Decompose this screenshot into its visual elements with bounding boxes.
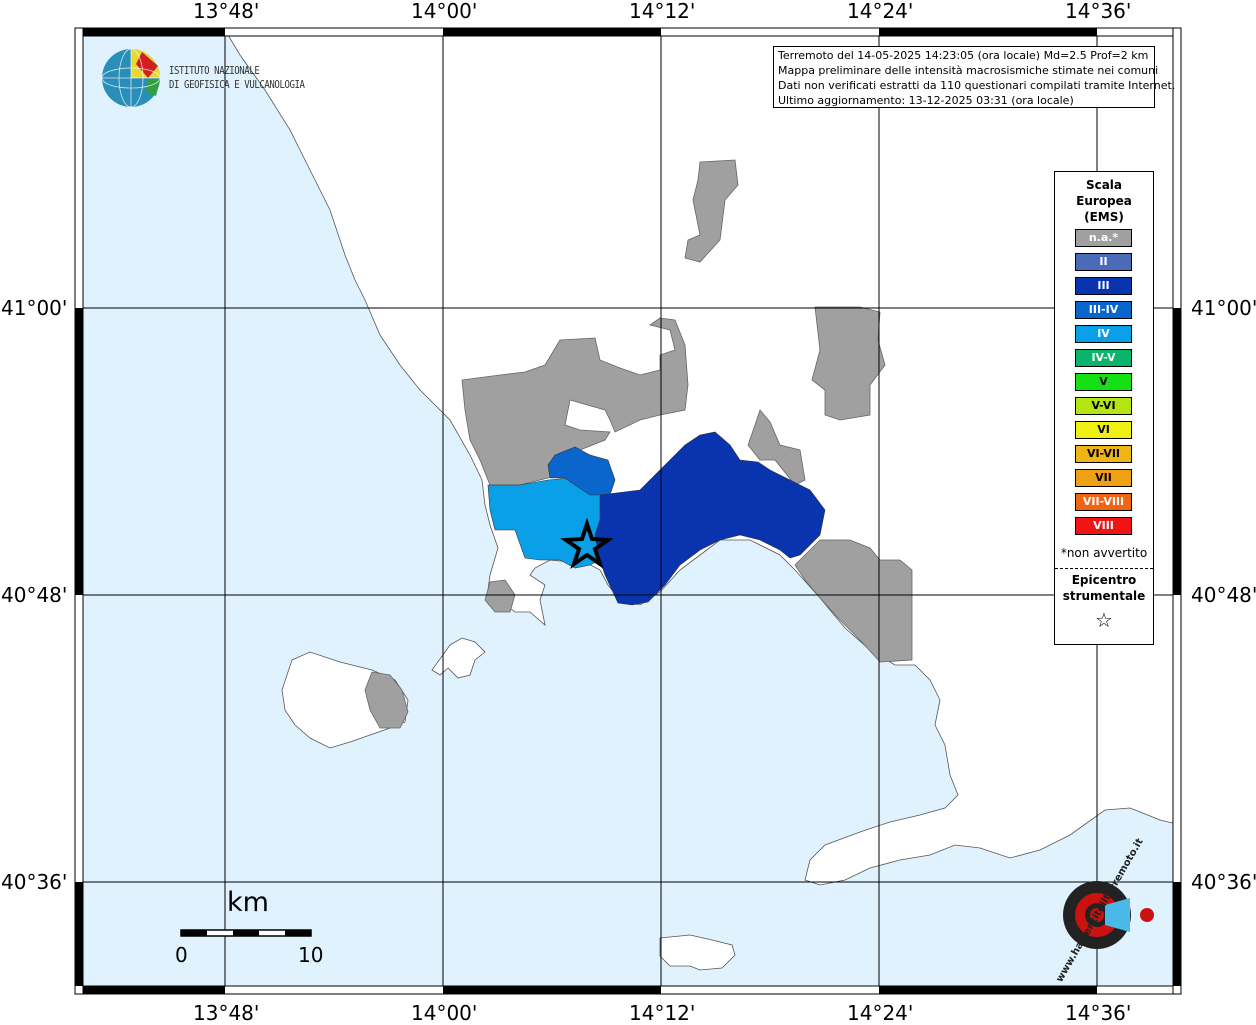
top-axis-label: 14°36' <box>1065 0 1132 23</box>
scale-unit: km <box>227 887 269 918</box>
top-axis-label: 14°12' <box>629 0 696 23</box>
legend-epicenter-star-icon: ☆ <box>1095 608 1113 632</box>
na-regions <box>364 159 913 729</box>
event-info-line: Ultimo aggiornamento: 13-12-2025 03:31 (… <box>778 94 1074 107</box>
left-axis-label: 40°36' <box>1 870 68 894</box>
procida-island <box>431 637 486 679</box>
event-info-line: Dati non verificati estratti da 110 ques… <box>778 79 1176 92</box>
ingv-logo-icon <box>101 48 161 108</box>
left-axis-label: 40°48' <box>1 583 68 607</box>
institute-name-line2: DI GEOFISICA E VULCANOLOGIA <box>169 78 305 91</box>
capri-island <box>659 934 736 971</box>
legend-item: VI <box>1075 421 1132 439</box>
right-axis-label: 41°00' <box>1191 296 1256 320</box>
legend-item: VII <box>1075 469 1132 487</box>
event-info-line: Terremoto del 14-05-2025 14:23:05 (ora l… <box>778 49 1149 62</box>
legend-title-line: (EMS) <box>1084 210 1124 224</box>
epicenter-star <box>560 517 614 570</box>
legend-item: n.a.* <box>1075 229 1132 247</box>
legend-epicenter-label: Epicentro strumentale <box>1055 572 1153 604</box>
legend-item: V-VI <box>1075 397 1132 415</box>
legend-item: II <box>1075 253 1132 271</box>
top-axis-label: 14°00' <box>411 0 478 23</box>
legend-title: Scala Europea (EMS) <box>1055 177 1153 225</box>
event-info-box: Terremoto del 14-05-2025 14:23:05 (ora l… <box>773 46 1176 108</box>
scale-max-label: 10 <box>298 943 324 967</box>
legend-item: VII-VIII <box>1075 493 1132 511</box>
legend-separator <box>1055 568 1153 569</box>
legend-item: IV-V <box>1075 349 1132 367</box>
bottom-axis-label: 14°12' <box>629 1001 696 1025</box>
legend-title-line: Europea <box>1076 194 1132 208</box>
legend-item: III-IV <box>1075 301 1132 319</box>
bottom-axis-label: 13°48' <box>193 1001 260 1025</box>
watermark-logo-icon <box>1063 881 1154 949</box>
legend-note: *non avvertito <box>1060 546 1148 560</box>
map-frame <box>74 27 1182 995</box>
bottom-axis-label: 14°36' <box>1065 1001 1132 1025</box>
legend-item: VIII <box>1075 517 1132 535</box>
left-axis-label: 41°00' <box>1 296 68 320</box>
event-info-line: Mappa preliminare delle intensità macros… <box>778 64 1159 77</box>
bottom-axis-label: 14°00' <box>411 1001 478 1025</box>
right-axis-label: 40°48' <box>1191 583 1256 607</box>
institute-name-line1: ISTITUTO NAZIONALE <box>169 64 260 77</box>
intensity-legend: Scala Europea (EMS) n.a.* II III III-IV IV IV… <box>1054 171 1154 645</box>
top-axis-label: 14°24' <box>847 0 914 23</box>
intensity-iii-region <box>594 431 826 606</box>
legend-title-line: Scala <box>1085 178 1123 192</box>
scale-min-label: 0 <box>175 943 188 967</box>
scale-bar <box>180 929 312 937</box>
legend-item: III <box>1075 277 1132 295</box>
legend-epicenter-line: Epicentro <box>1071 573 1137 587</box>
legend-item: V <box>1075 373 1132 391</box>
legend-item: VI-VII <box>1075 445 1132 463</box>
top-axis-label: 13°48' <box>193 0 260 23</box>
institute-name: ISTITUTO NAZIONALE DI GEOFISICA E VULCAN… <box>169 64 305 92</box>
right-axis-label: 40°36' <box>1191 870 1256 894</box>
legend-epicenter-line: strumentale <box>1062 589 1146 603</box>
legend-item: IV <box>1075 325 1132 343</box>
bottom-axis-label: 14°24' <box>847 1001 914 1025</box>
